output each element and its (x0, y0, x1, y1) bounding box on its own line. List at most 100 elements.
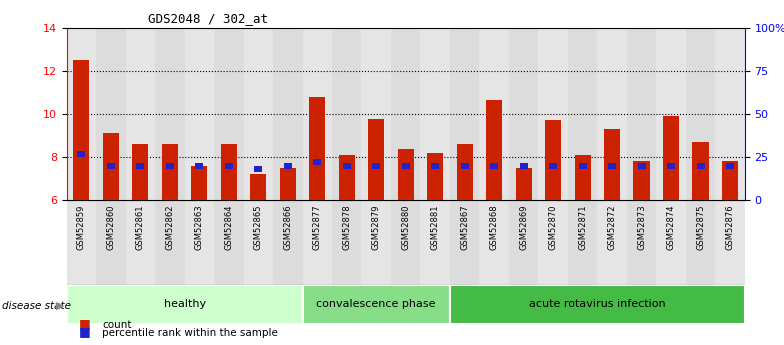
Bar (656, 28, 686, 200)
Bar (136, 162, 144, 169)
Bar (125, 200, 155, 285)
Bar (332, 200, 361, 285)
Bar (575, 155, 590, 200)
Bar (480, 28, 509, 200)
Bar (715, 28, 745, 200)
Bar (67, 200, 96, 285)
Bar (516, 168, 532, 200)
Bar (280, 168, 296, 200)
Bar (450, 28, 480, 200)
Text: GSM52861: GSM52861 (136, 204, 145, 250)
Bar (450, 200, 480, 285)
Bar (391, 200, 420, 285)
Bar (686, 200, 715, 285)
Bar (692, 142, 709, 200)
Bar (339, 155, 355, 200)
Bar (191, 166, 208, 200)
Bar (509, 200, 539, 285)
Bar (273, 200, 303, 285)
Bar (397, 149, 414, 200)
Text: GSM52877: GSM52877 (313, 204, 321, 250)
Bar (604, 129, 620, 200)
Text: healthy: healthy (164, 299, 205, 309)
Bar (67, 285, 303, 324)
Bar (545, 120, 561, 200)
Bar (221, 144, 237, 200)
Bar (663, 116, 679, 200)
Bar (391, 28, 420, 200)
Bar (225, 162, 233, 169)
Bar (343, 162, 350, 169)
Bar (184, 200, 214, 285)
Text: GSM52865: GSM52865 (254, 204, 263, 250)
Bar (579, 162, 586, 169)
Bar (184, 28, 214, 200)
Text: ▶: ▶ (56, 301, 65, 311)
Bar (715, 200, 745, 285)
Text: convalescence phase: convalescence phase (317, 299, 436, 309)
Bar (539, 28, 568, 200)
Bar (608, 162, 616, 169)
Bar (155, 200, 184, 285)
Bar (431, 162, 439, 169)
Bar (214, 28, 244, 200)
Text: GSM52864: GSM52864 (224, 204, 234, 250)
Text: GSM52878: GSM52878 (343, 204, 351, 250)
Text: GSM52870: GSM52870 (549, 204, 557, 250)
Bar (361, 200, 391, 285)
Text: GSM52866: GSM52866 (283, 204, 292, 250)
Text: GSM52871: GSM52871 (578, 204, 587, 250)
Bar (427, 152, 443, 200)
Text: GSM52872: GSM52872 (608, 204, 617, 250)
Bar (96, 200, 125, 285)
Bar (539, 200, 568, 285)
Bar (726, 162, 734, 169)
Bar (696, 162, 705, 169)
Bar (597, 200, 627, 285)
Text: GSM52859: GSM52859 (77, 204, 86, 250)
Bar (722, 161, 739, 200)
Bar (303, 285, 450, 324)
Bar (633, 161, 650, 200)
Text: GSM52876: GSM52876 (725, 204, 735, 250)
Bar (461, 162, 469, 169)
Bar (162, 144, 178, 200)
Bar (656, 200, 686, 285)
Bar (456, 144, 473, 200)
Bar (372, 162, 380, 169)
Bar (73, 60, 89, 200)
Text: GSM52869: GSM52869 (519, 204, 528, 250)
Bar (368, 119, 384, 200)
Bar (107, 162, 115, 169)
Bar (284, 162, 292, 169)
Bar (480, 200, 509, 285)
Text: ■: ■ (78, 317, 90, 330)
Bar (520, 162, 528, 169)
Bar (250, 174, 267, 200)
Bar (78, 150, 85, 157)
Bar (401, 162, 410, 169)
Bar (450, 285, 745, 324)
Bar (132, 144, 148, 200)
Bar (667, 162, 675, 169)
Bar (314, 159, 321, 165)
Bar (96, 28, 125, 200)
Bar (67, 28, 96, 200)
Text: GSM52874: GSM52874 (666, 204, 676, 250)
Bar (214, 200, 244, 285)
Text: GSM52873: GSM52873 (637, 204, 646, 250)
Text: GSM52875: GSM52875 (696, 204, 705, 250)
Bar (637, 162, 646, 169)
Bar (361, 28, 391, 200)
Bar (486, 100, 503, 200)
Bar (597, 28, 627, 200)
Text: count: count (102, 320, 132, 330)
Text: GSM52880: GSM52880 (401, 204, 410, 250)
Bar (244, 28, 273, 200)
Bar (125, 28, 155, 200)
Bar (549, 162, 557, 169)
Bar (155, 28, 184, 200)
Bar (303, 200, 332, 285)
Text: acute rotavirus infection: acute rotavirus infection (529, 299, 666, 309)
Text: percentile rank within the sample: percentile rank within the sample (102, 328, 278, 338)
